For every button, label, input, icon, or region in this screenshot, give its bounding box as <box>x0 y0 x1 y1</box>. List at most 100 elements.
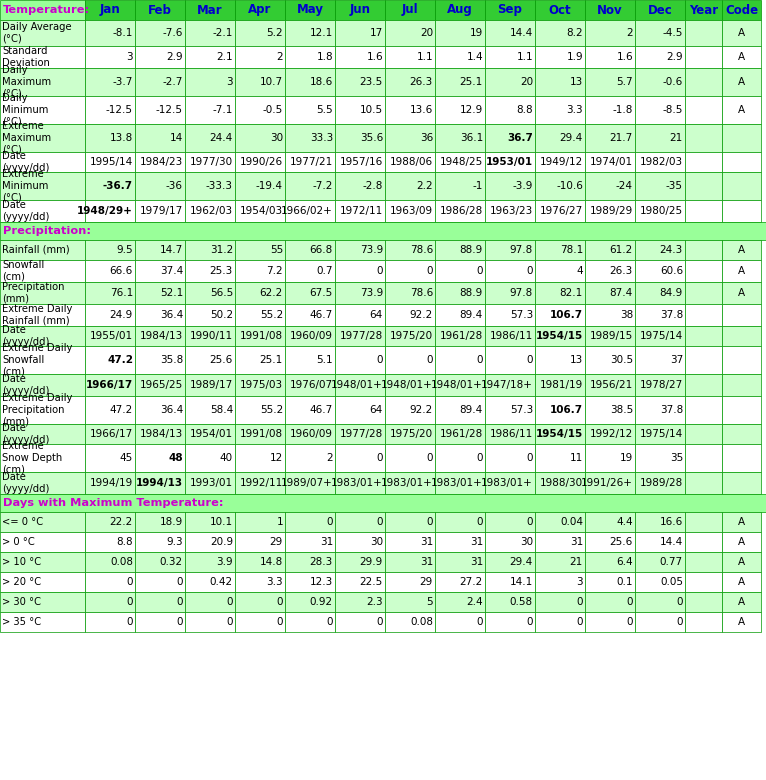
Bar <box>335 396 385 424</box>
Bar <box>685 396 722 424</box>
Text: 50.2: 50.2 <box>210 310 233 320</box>
Bar <box>385 512 435 532</box>
Text: 1.1: 1.1 <box>417 52 433 62</box>
Text: Snowfall
(cm): Snowfall (cm) <box>2 261 44 282</box>
Bar <box>485 346 535 374</box>
Bar <box>135 46 185 68</box>
Text: 1988/06: 1988/06 <box>390 157 433 167</box>
Bar <box>685 552 722 572</box>
Bar <box>0 304 85 326</box>
Bar <box>85 304 135 326</box>
Text: 17: 17 <box>370 28 383 38</box>
Bar <box>435 46 485 68</box>
Bar <box>485 260 535 282</box>
Bar <box>722 572 761 592</box>
Bar <box>635 444 685 472</box>
Bar <box>722 612 761 632</box>
Bar <box>635 282 685 304</box>
Bar <box>722 124 761 152</box>
Text: Sep: Sep <box>498 3 522 16</box>
Bar <box>235 124 285 152</box>
Bar <box>635 532 685 552</box>
Text: Aug: Aug <box>447 3 473 16</box>
Bar <box>85 200 135 222</box>
Bar <box>0 612 85 632</box>
Text: 0: 0 <box>476 355 483 365</box>
Bar <box>635 304 685 326</box>
Text: 37.8: 37.8 <box>660 405 683 415</box>
Bar <box>385 68 435 96</box>
Bar <box>285 472 335 494</box>
Bar <box>435 124 485 152</box>
Bar <box>85 346 135 374</box>
Text: 2: 2 <box>326 453 333 463</box>
Bar <box>435 96 485 124</box>
Text: 13: 13 <box>570 77 583 87</box>
Text: -7.1: -7.1 <box>213 105 233 115</box>
Text: 3: 3 <box>576 577 583 587</box>
Text: 14.4: 14.4 <box>660 537 683 547</box>
Bar <box>435 552 485 572</box>
Text: 97.8: 97.8 <box>509 288 533 298</box>
Text: 2.1: 2.1 <box>216 52 233 62</box>
Bar <box>285 0 335 20</box>
Bar <box>722 0 761 20</box>
Text: 1977/21: 1977/21 <box>290 157 333 167</box>
Text: 25.1: 25.1 <box>260 355 283 365</box>
Text: 21.7: 21.7 <box>610 133 633 143</box>
Text: 47.2: 47.2 <box>110 405 133 415</box>
Text: 2.2: 2.2 <box>417 181 433 191</box>
Text: 1.1: 1.1 <box>516 52 533 62</box>
Text: 1986/28: 1986/28 <box>440 206 483 216</box>
Bar <box>185 552 235 572</box>
Text: 1994/19: 1994/19 <box>90 478 133 488</box>
Bar <box>535 532 585 552</box>
Text: 1963/09: 1963/09 <box>390 206 433 216</box>
Text: 14.7: 14.7 <box>160 245 183 255</box>
Text: A: A <box>738 52 745 62</box>
Bar <box>185 260 235 282</box>
Bar <box>685 152 722 172</box>
Bar <box>722 444 761 472</box>
Text: Daily
Minimum
(°C): Daily Minimum (°C) <box>2 94 48 126</box>
Bar <box>185 200 235 222</box>
Text: 8.8: 8.8 <box>116 537 133 547</box>
Bar <box>722 552 761 572</box>
Bar <box>435 326 485 346</box>
Bar <box>535 68 585 96</box>
Text: 0: 0 <box>526 517 533 527</box>
Bar <box>85 472 135 494</box>
Text: 0: 0 <box>627 617 633 627</box>
Text: 0: 0 <box>476 517 483 527</box>
Bar <box>535 612 585 632</box>
Bar <box>435 200 485 222</box>
Text: 0.04: 0.04 <box>560 517 583 527</box>
Bar <box>0 96 85 124</box>
Bar <box>0 326 85 346</box>
Text: 1992/12: 1992/12 <box>590 429 633 439</box>
Bar <box>335 552 385 572</box>
Text: 0: 0 <box>377 517 383 527</box>
Text: Dec: Dec <box>647 3 673 16</box>
Text: 29: 29 <box>270 537 283 547</box>
Text: 76.1: 76.1 <box>110 288 133 298</box>
Text: 0.42: 0.42 <box>210 577 233 587</box>
Bar <box>535 172 585 200</box>
Text: 18.9: 18.9 <box>160 517 183 527</box>
Text: 87.4: 87.4 <box>610 288 633 298</box>
Bar <box>535 424 585 444</box>
Text: 1990/11: 1990/11 <box>190 331 233 341</box>
Bar <box>235 512 285 532</box>
Bar <box>485 572 535 592</box>
Text: 1989/07+: 1989/07+ <box>281 478 333 488</box>
Text: 88.9: 88.9 <box>460 288 483 298</box>
Bar <box>0 20 85 46</box>
Bar <box>135 124 185 152</box>
Bar <box>235 68 285 96</box>
Text: -7.6: -7.6 <box>162 28 183 38</box>
Bar <box>135 396 185 424</box>
Text: -1.8: -1.8 <box>613 105 633 115</box>
Bar <box>435 472 485 494</box>
Bar <box>185 346 235 374</box>
Bar <box>685 346 722 374</box>
